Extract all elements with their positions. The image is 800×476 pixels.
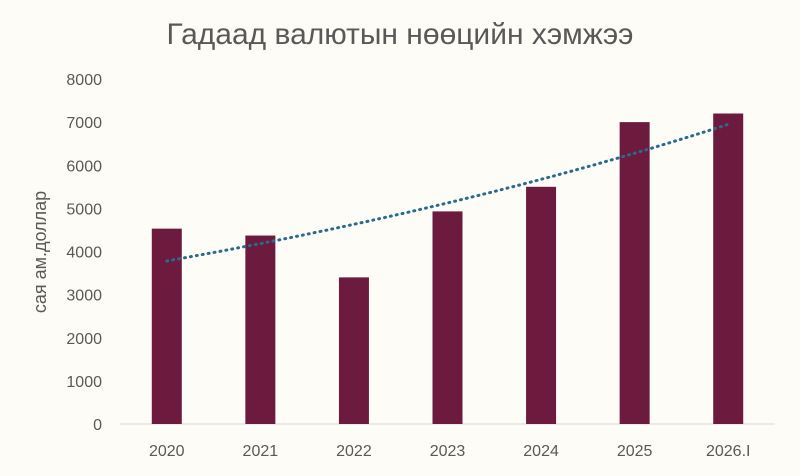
- y-tick-label: 2000: [66, 331, 102, 348]
- y-tick-label: 5000: [66, 201, 102, 218]
- x-axis-ticks: 2020 2021 2022 2023 2024 2025 2026.I: [149, 443, 750, 460]
- bar-2026.I: [713, 113, 744, 424]
- y-tick-label: 1000: [66, 374, 102, 391]
- y-tick-label: 0: [93, 417, 102, 434]
- bar-2021: [245, 235, 276, 424]
- bar-2022: [338, 277, 369, 424]
- bar-2020: [151, 228, 182, 424]
- y-tick-label: 8000: [66, 72, 102, 89]
- x-tick-label: 2024: [523, 443, 559, 460]
- trendline: [165, 122, 730, 263]
- x-tick-label: 2022: [336, 443, 372, 460]
- x-tick-label: 2025: [617, 443, 653, 460]
- x-tick-label: 2026.I: [706, 443, 750, 460]
- y-tick-label: 3000: [66, 288, 102, 305]
- bar-2024: [526, 186, 557, 424]
- y-tick-label: 6000: [66, 158, 102, 175]
- bar-2025: [619, 122, 650, 424]
- chart-title: Гадаад валютын нөөцийн хэмжээ: [166, 18, 634, 51]
- x-tick-label: 2023: [430, 443, 466, 460]
- y-axis-label: сая ам.доллар: [30, 191, 50, 313]
- x-tick-label: 2021: [243, 443, 279, 460]
- bar-2023: [432, 211, 463, 424]
- y-tick-label: 7000: [66, 115, 102, 132]
- x-tick-label: 2020: [149, 443, 185, 460]
- y-axis-ticks: 0 1000 2000 3000 4000 5000 6000 7000 8000: [66, 72, 102, 434]
- bars: [151, 113, 744, 424]
- y-tick-label: 4000: [66, 245, 102, 262]
